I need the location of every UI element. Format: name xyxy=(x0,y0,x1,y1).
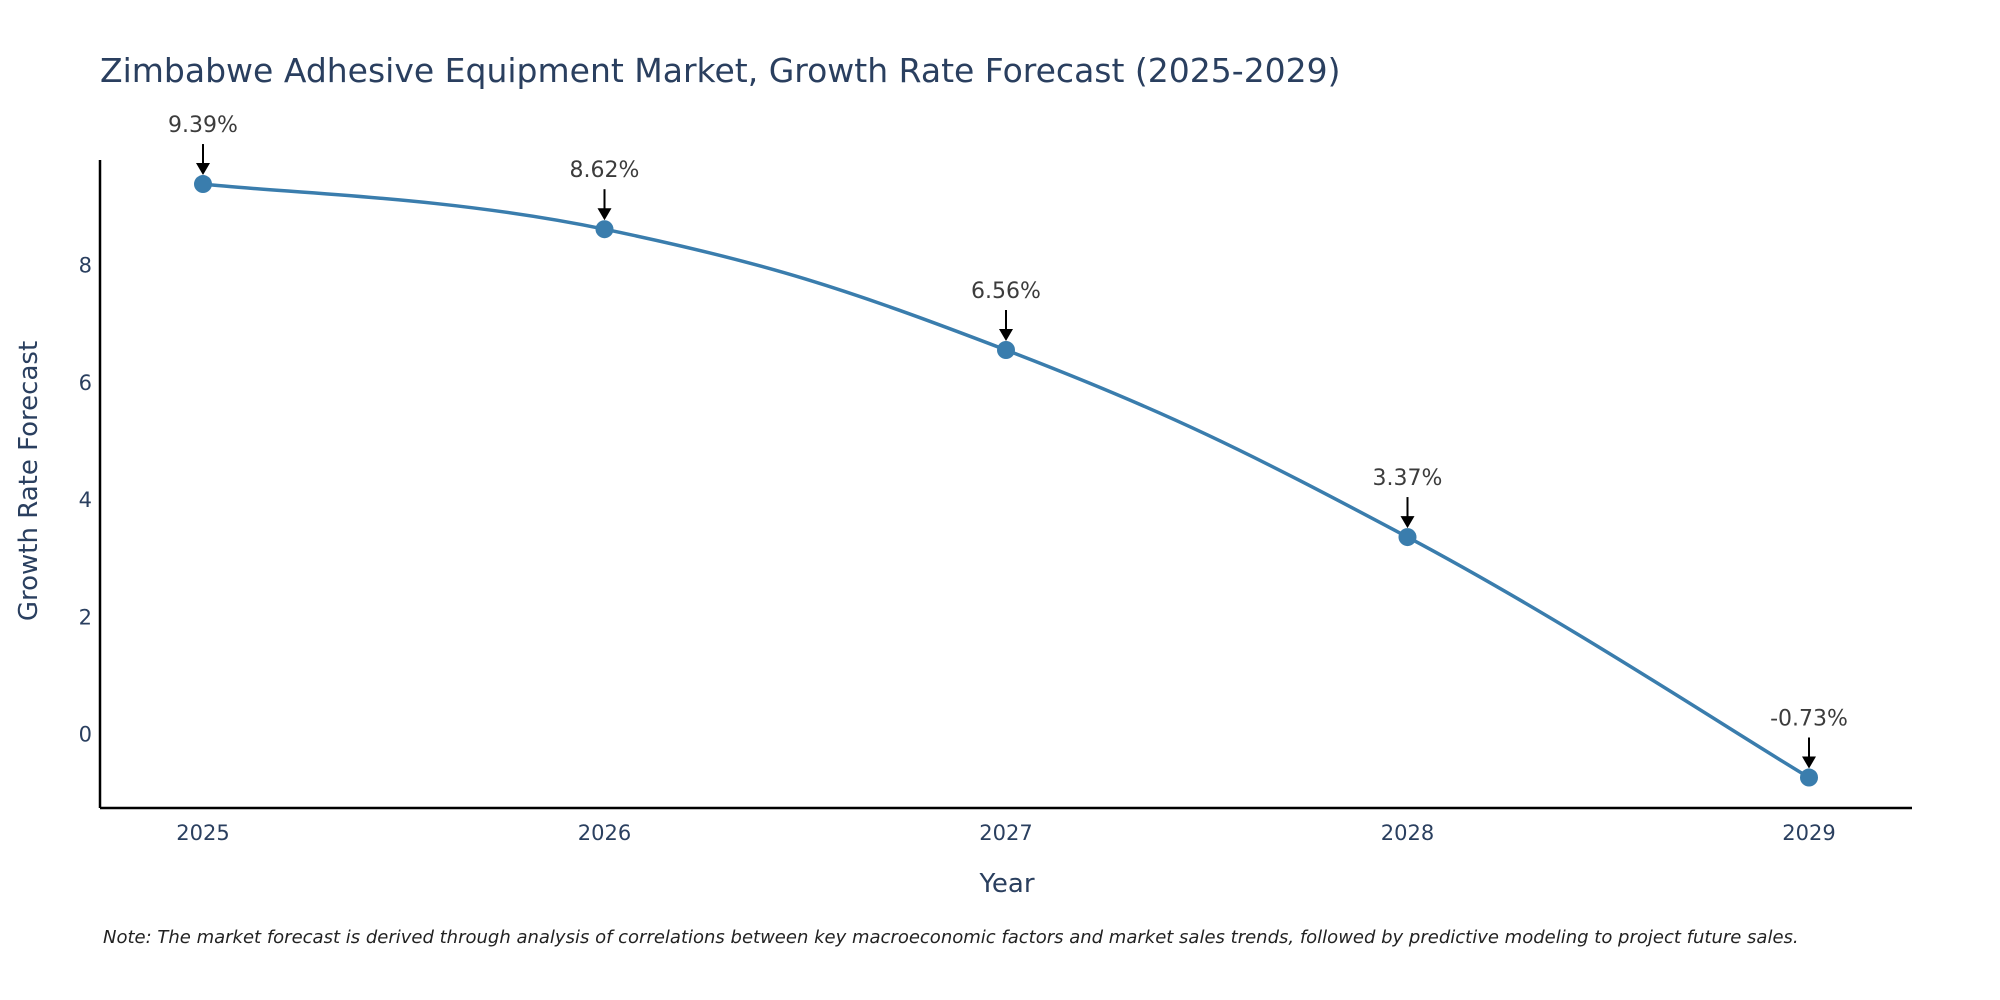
annotation-2028: 3.37% xyxy=(1373,466,1443,529)
y-tick-label: 6 xyxy=(79,371,92,395)
x-axis-ticks: 2025 2026 2027 2028 2029 xyxy=(176,821,1835,845)
data-label: 9.39% xyxy=(168,113,238,138)
x-tick-label: 2029 xyxy=(1782,821,1835,845)
data-point-2027 xyxy=(997,341,1015,360)
annotation-arrow-head xyxy=(1802,756,1816,769)
data-annotations: 9.39% 8.62% 6.56% 3.37% -0.73% xyxy=(168,113,1848,769)
data-label: 3.37% xyxy=(1373,466,1443,491)
y-tick-label: 0 xyxy=(79,723,92,747)
x-tick-label: 2027 xyxy=(979,821,1032,845)
y-tick-label: 8 xyxy=(79,254,92,278)
data-point-2028 xyxy=(1398,528,1417,547)
data-point-2029 xyxy=(1800,768,1818,787)
annotation-2026: 8.62% xyxy=(570,158,640,221)
x-tick-label: 2025 xyxy=(176,821,229,845)
annotation-2029: -0.73% xyxy=(1770,707,1848,769)
series-line xyxy=(202,182,1810,780)
y-axis-ticks: 0 2 4 6 8 xyxy=(79,254,92,747)
y-tick-label: 4 xyxy=(79,488,92,512)
data-label: -0.73% xyxy=(1770,707,1848,732)
annotation-arrow-head xyxy=(1400,516,1415,529)
annotation-2025: 9.39% xyxy=(168,113,238,176)
chart-title: Zimbabwe Adhesive Equipment Market, Grow… xyxy=(100,51,1341,90)
x-tick-label: 2028 xyxy=(1381,821,1434,845)
data-markers xyxy=(194,175,1818,787)
y-tick-label: 2 xyxy=(79,605,92,629)
data-point-2025 xyxy=(194,175,212,194)
y-axis-title: Growth Rate Forecast xyxy=(14,341,44,621)
annotation-arrow-head xyxy=(999,329,1013,342)
annotation-arrow-head xyxy=(597,208,612,221)
footnote: Note: The market forecast is derived thr… xyxy=(103,927,1799,948)
data-point-2026 xyxy=(595,220,614,239)
data-label: 6.56% xyxy=(971,279,1041,304)
annotation-arrow-head xyxy=(196,163,210,176)
x-tick-label: 2026 xyxy=(578,821,631,845)
annotation-2027: 6.56% xyxy=(971,279,1041,342)
x-axis-title: Year xyxy=(978,869,1034,899)
data-label: 8.62% xyxy=(570,158,640,183)
